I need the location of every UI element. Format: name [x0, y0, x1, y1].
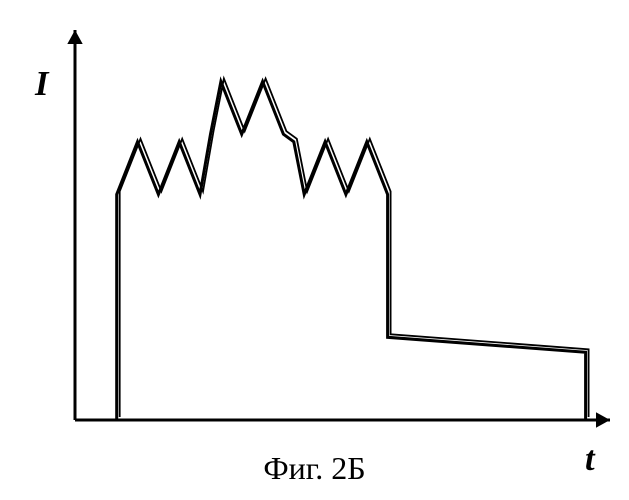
- figure-container: { "figure": { "type": "line", "caption":…: [0, 0, 629, 500]
- chart-svg: [0, 0, 629, 500]
- y-axis-label: I: [35, 65, 49, 104]
- figure-caption: Фиг. 2Б: [0, 450, 629, 487]
